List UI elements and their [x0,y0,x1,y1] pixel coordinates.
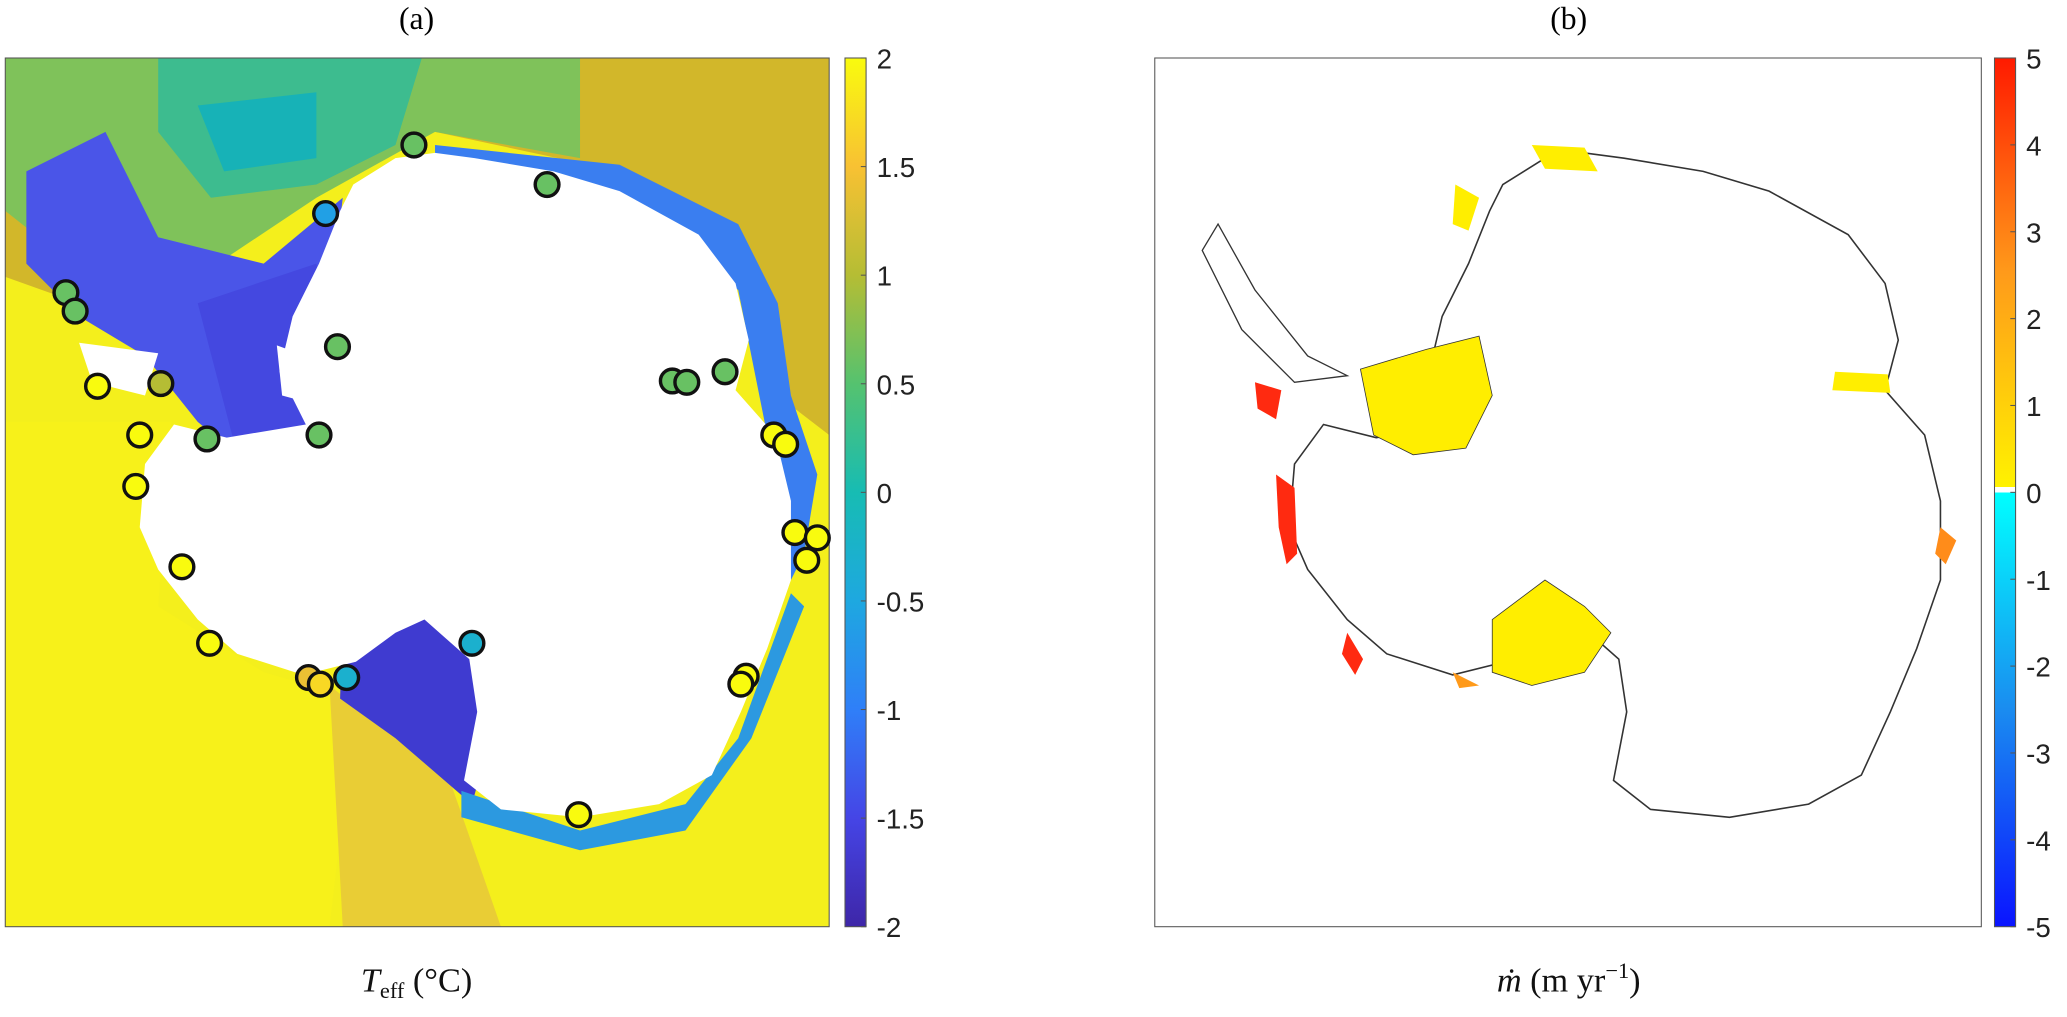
colorbar-tick-label: -4 [2026,825,2051,856]
station-marker [803,524,831,552]
colorbar-tick-label: 1 [877,261,892,292]
station-marker [333,663,361,692]
label-part: −1 [1605,958,1629,983]
x-axis-label: ṁ (m yr−1) [1497,958,1641,999]
station-marker [196,629,224,657]
station-marker [323,333,352,361]
station-marker [793,546,821,574]
station-marker [168,553,196,581]
colorbar-tick-label: -5 [2026,912,2051,943]
colorbar-tick-label: -2 [2026,652,2051,683]
colorbar-tick-label: -1 [2026,565,2051,596]
station-marker [400,131,428,159]
station-marker [306,670,334,698]
colorbar-tick-label: 2 [877,44,892,75]
colorbar-tick-label: -3 [2026,739,2051,770]
station-marker [61,297,89,325]
colorbar-tick-label: -1.5 [877,804,925,835]
panel-label: (b) [1550,1,1587,36]
station-marker [312,199,340,228]
station-marker [458,629,486,657]
station-marker [122,472,150,500]
station-marker [565,801,593,829]
colorbar-tick-label: 0 [2026,478,2041,509]
station-marker [147,370,175,398]
colorbar-tick-label: 1 [2026,391,2041,422]
panel-label: (a) [399,1,434,36]
label-part: (m yr [1522,961,1606,999]
station-marker [772,430,800,458]
station-marker [83,372,112,400]
colorbar-tick-label: 0.5 [877,369,915,400]
station-marker [305,421,333,449]
colorbar-tick-label: 0 [877,478,892,509]
overlays: -2 -1.5 -1 -0.5 0 0.5 1 1.5 2 Teff (°C) -5 -4 -3 -2 -1… [52,44,2051,1003]
label-part: ) [1629,961,1640,999]
station-marker [533,170,561,199]
label-part: T [361,961,383,999]
station-marker [193,425,221,453]
station-marker [727,670,755,698]
colorbar-tick-label: 4 [2026,130,2041,161]
x-axis-label: Teff (°C) [361,961,472,1003]
map-frame [4,57,830,928]
label-part: (°C) [404,961,472,999]
colorbar-tick-label: 3 [2026,217,2041,248]
label-part: ṁ [1497,961,1522,999]
station-marker [126,421,154,449]
colorbar-tick-label: 1.5 [877,152,915,183]
colorbar-tick-label: 2 [2026,304,2041,335]
station-marker [673,368,701,396]
station-marker [781,518,809,547]
colorbar-tick-label: -1 [877,695,902,726]
colorbar-tick-label: 5 [2026,44,2041,75]
colorbar-tick-label: -0.5 [877,586,925,617]
station-marker [711,358,739,386]
map-a [5,58,830,927]
label-part: eff [380,978,405,1003]
colorbar-tick-label: -2 [877,912,902,943]
map-b [1154,57,1982,928]
